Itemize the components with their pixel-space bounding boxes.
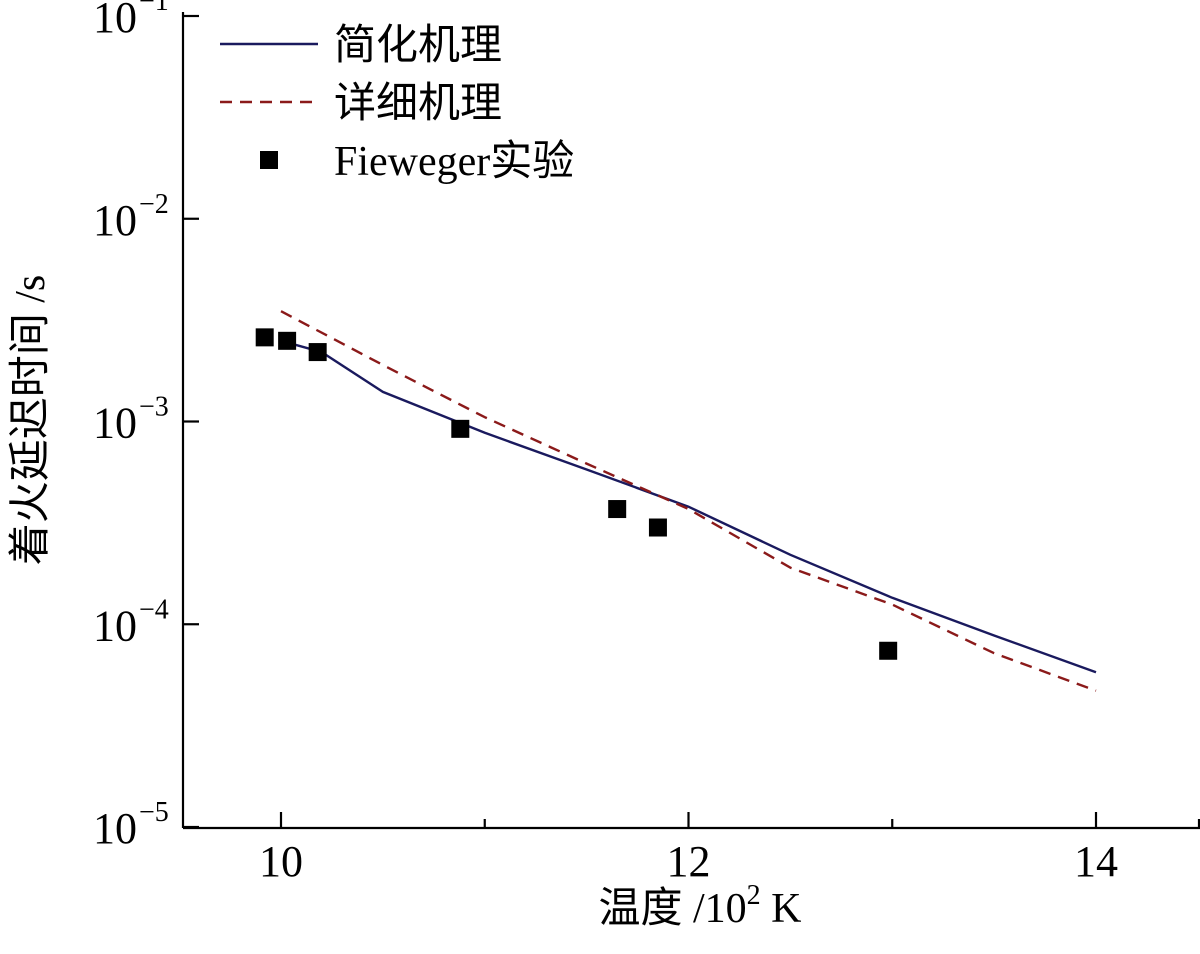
x-tick-label: 10	[259, 837, 303, 886]
legend-marker-3	[260, 151, 278, 169]
y-tick-exponent: −4	[139, 594, 169, 625]
legend-label-2: 详细机理	[334, 81, 502, 127]
y-tick-label: 10	[93, 399, 137, 448]
series-line-1	[280, 339, 1097, 674]
data-point-7	[879, 641, 898, 660]
y-tick-label: 10	[93, 601, 137, 650]
data-point-6	[648, 518, 667, 537]
x-tick-label: 12	[667, 837, 711, 886]
data-point-3	[308, 343, 327, 362]
y-tick-label: 10	[93, 0, 137, 42]
data-point-1	[255, 328, 274, 347]
y-tick-label: 10	[93, 804, 137, 853]
x-axis-title: 温度 /102 K	[598, 880, 801, 932]
y-tick-exponent: −1	[139, 0, 169, 17]
data-point-4	[451, 419, 470, 438]
data-point-2	[278, 331, 297, 350]
axes	[181, 12, 1200, 830]
legend-label-1: 简化机理	[334, 23, 502, 69]
y-axis-title: 着火延迟时间 /s	[7, 275, 54, 566]
x-tick-label: 14	[1074, 837, 1118, 886]
y-tick-exponent: −3	[139, 392, 169, 423]
y-tick-exponent: −2	[139, 189, 169, 220]
y-tick-exponent: −5	[139, 797, 169, 828]
series-line-2	[280, 310, 1097, 692]
y-tick-label: 10	[93, 196, 137, 245]
data-point-5	[608, 500, 627, 519]
legend-label-3: Fieweger实验	[334, 138, 574, 185]
series-layer	[255, 310, 1097, 692]
